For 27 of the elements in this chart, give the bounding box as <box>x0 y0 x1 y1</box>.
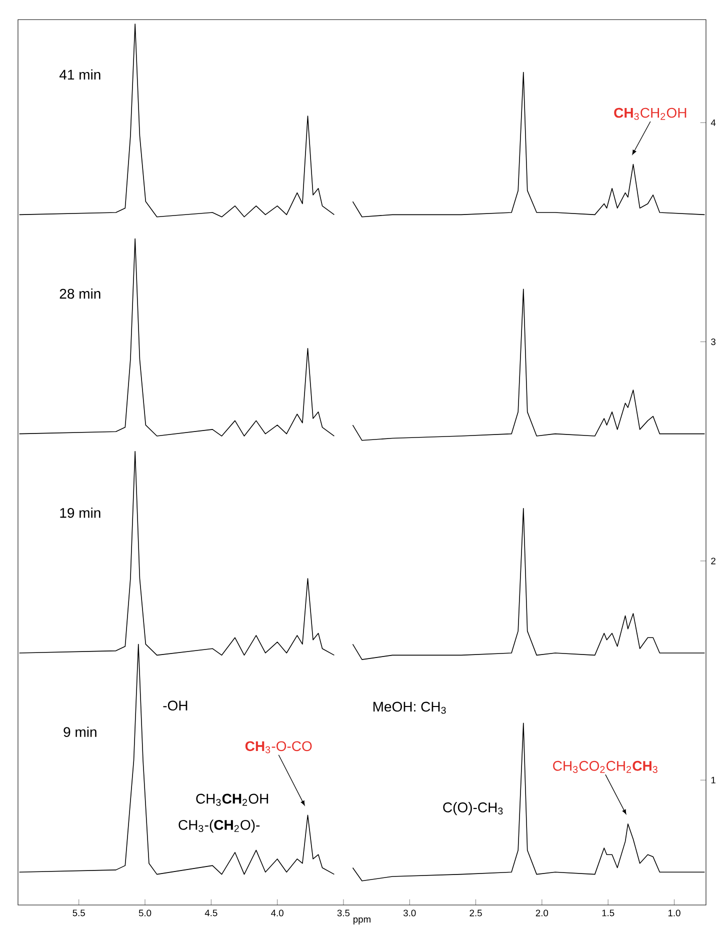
annotation: CH$_{3}$-O-CO <box>246 741 312 754</box>
x-tick-label: 3.5 <box>337 910 350 916</box>
annotation: CH$_{3}$CH$_{2}$OH <box>614 108 686 120</box>
y-tick-label: 1 <box>712 776 716 784</box>
annotation: -OH <box>163 700 188 711</box>
y-tick-label: 3 <box>711 338 716 346</box>
text: 9 min <box>64 726 97 738</box>
annotation: CH$_{3}$-(CH$_{2}$O)- <box>178 820 260 833</box>
annotation: MeOH: CH$_{3}$ <box>374 702 446 714</box>
x-tick-label: 5.5 <box>72 910 86 916</box>
x-tick-label: 5.0 <box>139 910 152 916</box>
x-tick-label: 2.0 <box>536 910 548 916</box>
annotation: C(O)-CH$_{3}$ <box>443 802 503 816</box>
annotation: CH$_{3}$CH$_{2}$OH <box>196 794 268 806</box>
x-tick-label: 1.0 <box>668 910 681 916</box>
text: 28 min <box>60 288 100 299</box>
x-tick-label: 2.5 <box>470 910 482 916</box>
x-axis-title: ppm <box>354 917 371 924</box>
text: 19 min <box>60 508 100 518</box>
x-tick-label: 4.5 <box>205 910 218 916</box>
y-tick-label: 4 <box>711 119 716 126</box>
annotation: CH$_{3}$CO$_{2}$CH$_{2}$CH$_{3}$ <box>553 760 658 773</box>
x-tick-label: 1.5 <box>602 910 614 916</box>
text: 41 min <box>60 69 100 80</box>
x-tick-label: 4.0 <box>271 910 284 916</box>
y-tick-label: 2 <box>711 558 716 564</box>
x-tick-label: 3.0 <box>404 910 416 916</box>
